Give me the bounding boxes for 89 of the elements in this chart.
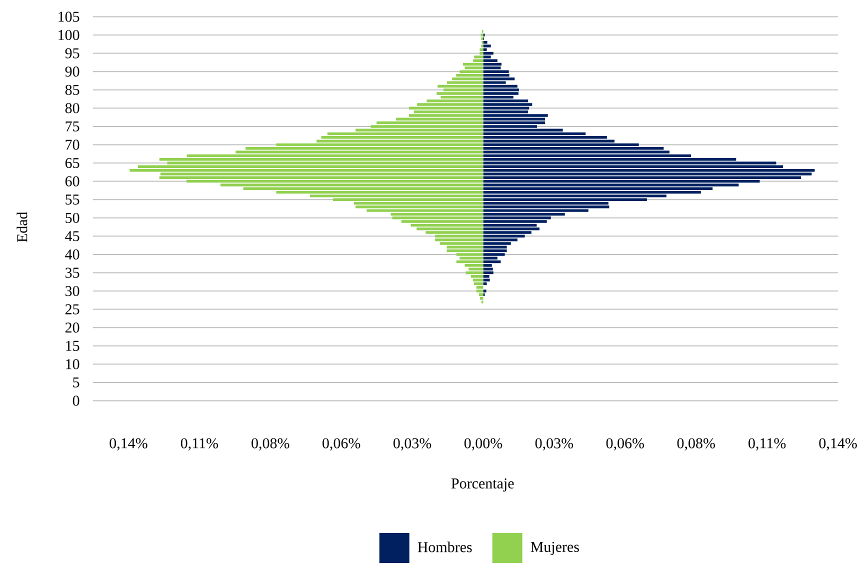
bar [436,92,484,95]
bar [435,238,484,242]
bar [460,70,484,73]
bar [483,40,488,44]
x-tick-label: 0,11% [180,438,218,450]
bar [483,62,502,66]
x-tick-label: 0,00% [464,438,502,450]
bar [483,227,540,230]
y-tick-label: 85 [65,84,80,95]
y-tick-label: 50 [66,212,80,223]
bar [483,206,610,208]
x-tick-label: 0,03% [393,438,432,450]
bar [483,114,548,117]
bar [483,246,507,249]
legend-label: Mujeres [530,542,579,556]
y-tick-label: 65 [65,158,80,168]
bar [483,253,505,256]
bar [483,168,815,172]
bar [462,62,484,66]
bar [483,290,486,292]
bar [483,282,487,286]
x-tick-label: 0,08% [677,438,715,450]
bar [474,56,484,58]
bar [480,34,484,36]
y-tick-label: 105 [58,12,80,22]
bar [483,92,518,95]
bar [392,216,484,220]
bar [483,78,515,80]
bar [483,84,518,88]
x-tick-label: 0,06% [606,438,644,450]
bar [483,121,546,124]
y-tick-label: 95 [65,48,80,58]
bar [483,118,546,121]
y-tick-label: 20 [65,322,80,333]
y-tick-label: 25 [65,304,80,314]
bar [483,172,812,176]
x-tick-label: 0,11% [748,438,786,450]
y-tick-label: 70 [66,140,80,150]
y-tick-label: 35 [66,268,80,278]
y-tick-label: 75 [66,121,80,132]
y-tick-label: 90 [65,66,80,77]
x-tick-label: 0,03% [535,438,574,450]
bar [483,271,494,274]
bar [356,206,484,208]
bar [472,278,484,282]
y-tick-label: 60 [65,176,80,186]
bar [468,268,484,270]
bar [456,74,484,77]
x-axis-title: Porcentaje [451,478,514,492]
bar [456,260,484,264]
bar [460,256,484,260]
bar [483,106,530,110]
bar [483,44,491,48]
legend-label: Hombres [418,542,472,552]
bar [483,278,490,282]
x-tick-label: 0,14% [110,438,148,450]
y-tick-label: 0 [72,396,80,406]
y-axis-title: Edad [16,212,28,242]
x-tick-label: 0,14% [819,438,857,450]
y-tick-label: 80 [65,103,80,114]
bar [438,84,484,88]
y-tick-label: 30 [66,286,80,296]
bar [483,275,490,278]
x-tick-label: 0,08% [252,438,290,450]
y-tick-label: 100 [58,30,80,40]
bar [483,103,532,106]
bar [483,220,547,223]
bar [483,70,509,73]
y-tick-label: 10 [66,359,80,370]
bar [159,176,484,180]
bar [483,59,498,62]
bar [483,52,494,55]
bar [483,260,501,264]
bar [480,48,484,52]
y-tick-label: 15 [66,340,80,351]
y-tick-label: 5 [73,377,80,388]
y-tick-label: 55 [66,194,80,205]
y-tick-label: 40 [65,249,80,260]
bar [130,168,484,172]
bar [476,290,484,292]
bar [408,106,484,110]
y-tick-label: 45 [65,231,80,242]
bar [483,88,519,92]
bar [483,249,507,252]
bar [446,249,484,252]
x-tick-label: 0,06% [322,438,360,450]
bar [159,158,484,161]
bar [483,99,528,102]
bar [483,268,493,270]
